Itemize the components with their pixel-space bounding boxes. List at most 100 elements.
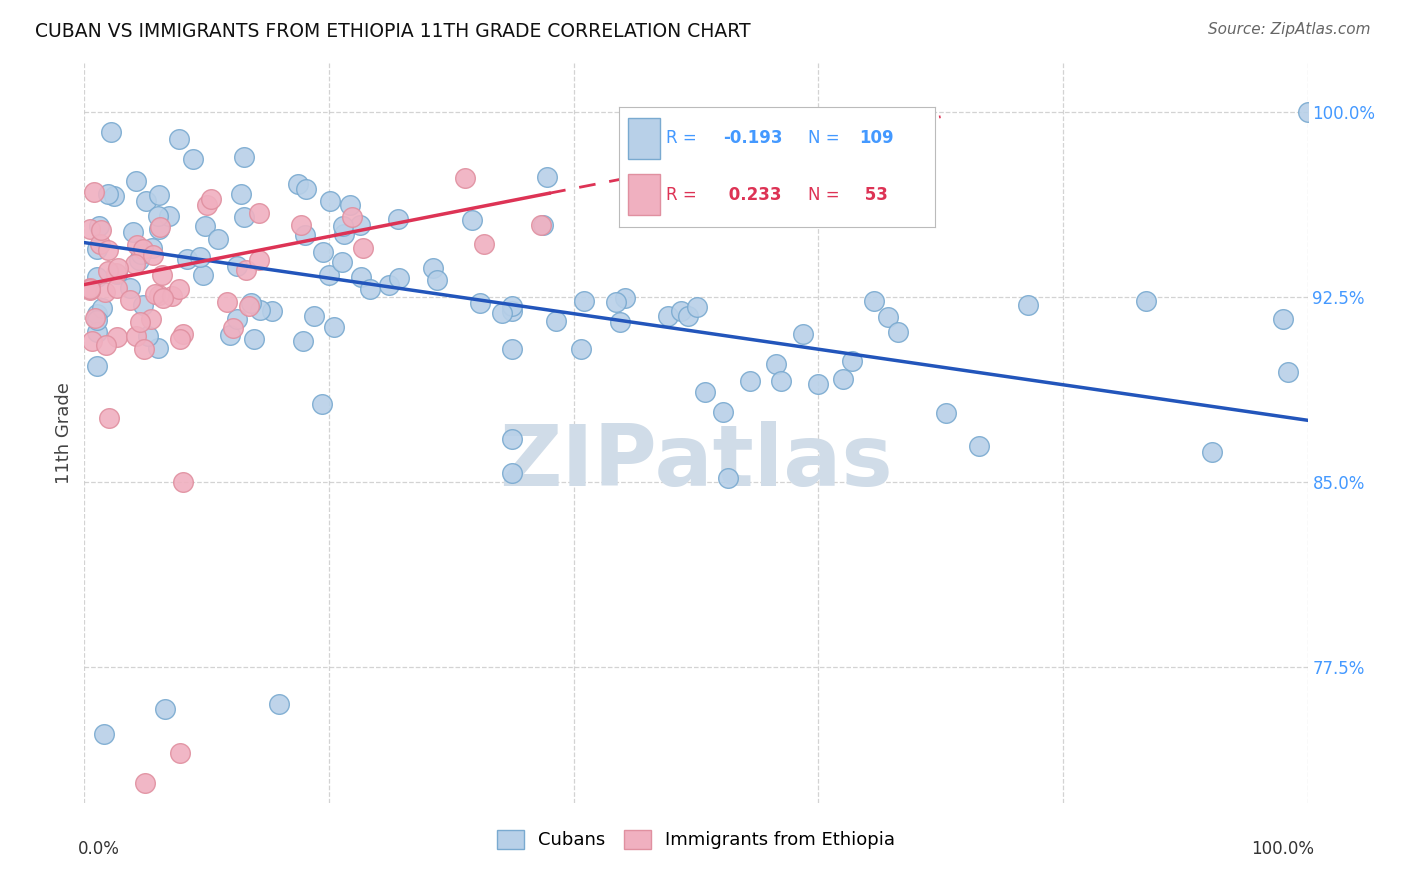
Point bbox=[90, 301, 112, 316]
Point bbox=[249, 303, 271, 318]
Point bbox=[322, 319, 344, 334]
Point bbox=[530, 218, 553, 232]
Point bbox=[139, 312, 162, 326]
Point bbox=[302, 309, 325, 323]
Point bbox=[169, 747, 191, 761]
Point bbox=[693, 385, 716, 400]
Point bbox=[1277, 365, 1299, 379]
Point bbox=[148, 288, 170, 302]
Point bbox=[841, 353, 863, 368]
Point bbox=[100, 126, 122, 140]
Legend: Cubans, Immigrants from Ethiopia: Cubans, Immigrants from Ethiopia bbox=[489, 823, 903, 856]
Point bbox=[247, 206, 270, 220]
Point bbox=[312, 245, 335, 260]
Point bbox=[124, 174, 146, 188]
Point bbox=[711, 405, 734, 419]
Point bbox=[461, 213, 484, 227]
Point bbox=[1201, 444, 1223, 458]
Point bbox=[671, 304, 693, 318]
Point bbox=[426, 273, 449, 287]
Point bbox=[359, 282, 381, 296]
Point bbox=[294, 228, 316, 243]
Point bbox=[349, 218, 371, 232]
Text: Source: ZipAtlas.com: Source: ZipAtlas.com bbox=[1208, 22, 1371, 37]
Point bbox=[569, 342, 592, 356]
Point bbox=[128, 315, 150, 329]
Text: ZIPatlas: ZIPatlas bbox=[499, 421, 893, 504]
Point bbox=[132, 342, 155, 356]
Point bbox=[262, 304, 284, 318]
Point bbox=[678, 310, 700, 324]
Point bbox=[243, 332, 266, 346]
Text: CUBAN VS IMMIGRANTS FROM ETHIOPIA 11TH GRADE CORRELATION CHART: CUBAN VS IMMIGRANTS FROM ETHIOPIA 11TH G… bbox=[35, 22, 751, 41]
Point bbox=[142, 248, 165, 262]
Point bbox=[222, 320, 245, 334]
Point bbox=[238, 299, 260, 313]
Point bbox=[80, 334, 103, 348]
Point bbox=[136, 328, 159, 343]
Point bbox=[572, 294, 595, 309]
Point bbox=[118, 293, 141, 308]
Point bbox=[122, 225, 145, 239]
Point bbox=[194, 219, 217, 234]
Text: 0.233: 0.233 bbox=[723, 186, 782, 204]
Point bbox=[146, 209, 169, 223]
Point bbox=[311, 397, 333, 411]
Point bbox=[832, 372, 855, 386]
Point bbox=[134, 776, 156, 790]
Point bbox=[225, 312, 247, 326]
Point bbox=[79, 282, 101, 296]
Y-axis label: 11th Grade: 11th Grade bbox=[55, 382, 73, 483]
Point bbox=[79, 281, 101, 295]
Point bbox=[502, 299, 524, 313]
Point bbox=[453, 170, 475, 185]
Point bbox=[765, 357, 787, 371]
Point bbox=[967, 439, 990, 453]
Point bbox=[148, 187, 170, 202]
Point bbox=[86, 325, 108, 339]
Point bbox=[502, 303, 524, 318]
Point bbox=[148, 341, 170, 355]
Point bbox=[290, 219, 312, 233]
Point bbox=[877, 310, 900, 324]
Point bbox=[377, 277, 399, 292]
Point bbox=[125, 329, 148, 343]
Point bbox=[233, 150, 256, 164]
Point bbox=[97, 243, 120, 257]
Point bbox=[86, 307, 108, 321]
Text: 109: 109 bbox=[859, 129, 894, 147]
Point bbox=[105, 281, 128, 295]
Point bbox=[89, 237, 111, 252]
Point bbox=[387, 211, 409, 226]
Point bbox=[105, 329, 128, 343]
Point bbox=[287, 177, 309, 191]
Point bbox=[141, 241, 163, 255]
Point bbox=[792, 326, 814, 341]
Point bbox=[207, 232, 229, 246]
Point bbox=[188, 250, 211, 264]
Point bbox=[200, 193, 222, 207]
Point bbox=[333, 227, 356, 241]
Text: N =: N = bbox=[808, 129, 845, 147]
Point bbox=[350, 270, 373, 285]
Text: 100.0%: 100.0% bbox=[1251, 840, 1313, 858]
Text: R =: R = bbox=[666, 186, 702, 204]
Point bbox=[686, 300, 709, 314]
Point bbox=[536, 170, 558, 185]
Point bbox=[132, 298, 155, 312]
Point bbox=[98, 411, 121, 425]
Point bbox=[97, 264, 120, 278]
Point bbox=[295, 181, 318, 195]
Bar bbox=[628, 118, 659, 159]
Point bbox=[339, 198, 361, 212]
Point bbox=[97, 187, 120, 202]
Point bbox=[152, 292, 174, 306]
Text: -0.193: -0.193 bbox=[723, 129, 783, 147]
Point bbox=[738, 374, 761, 388]
Point bbox=[86, 242, 108, 256]
Point bbox=[128, 253, 150, 268]
Point bbox=[193, 268, 215, 283]
Point bbox=[422, 260, 444, 275]
Point bbox=[107, 261, 129, 276]
Point bbox=[531, 218, 554, 232]
